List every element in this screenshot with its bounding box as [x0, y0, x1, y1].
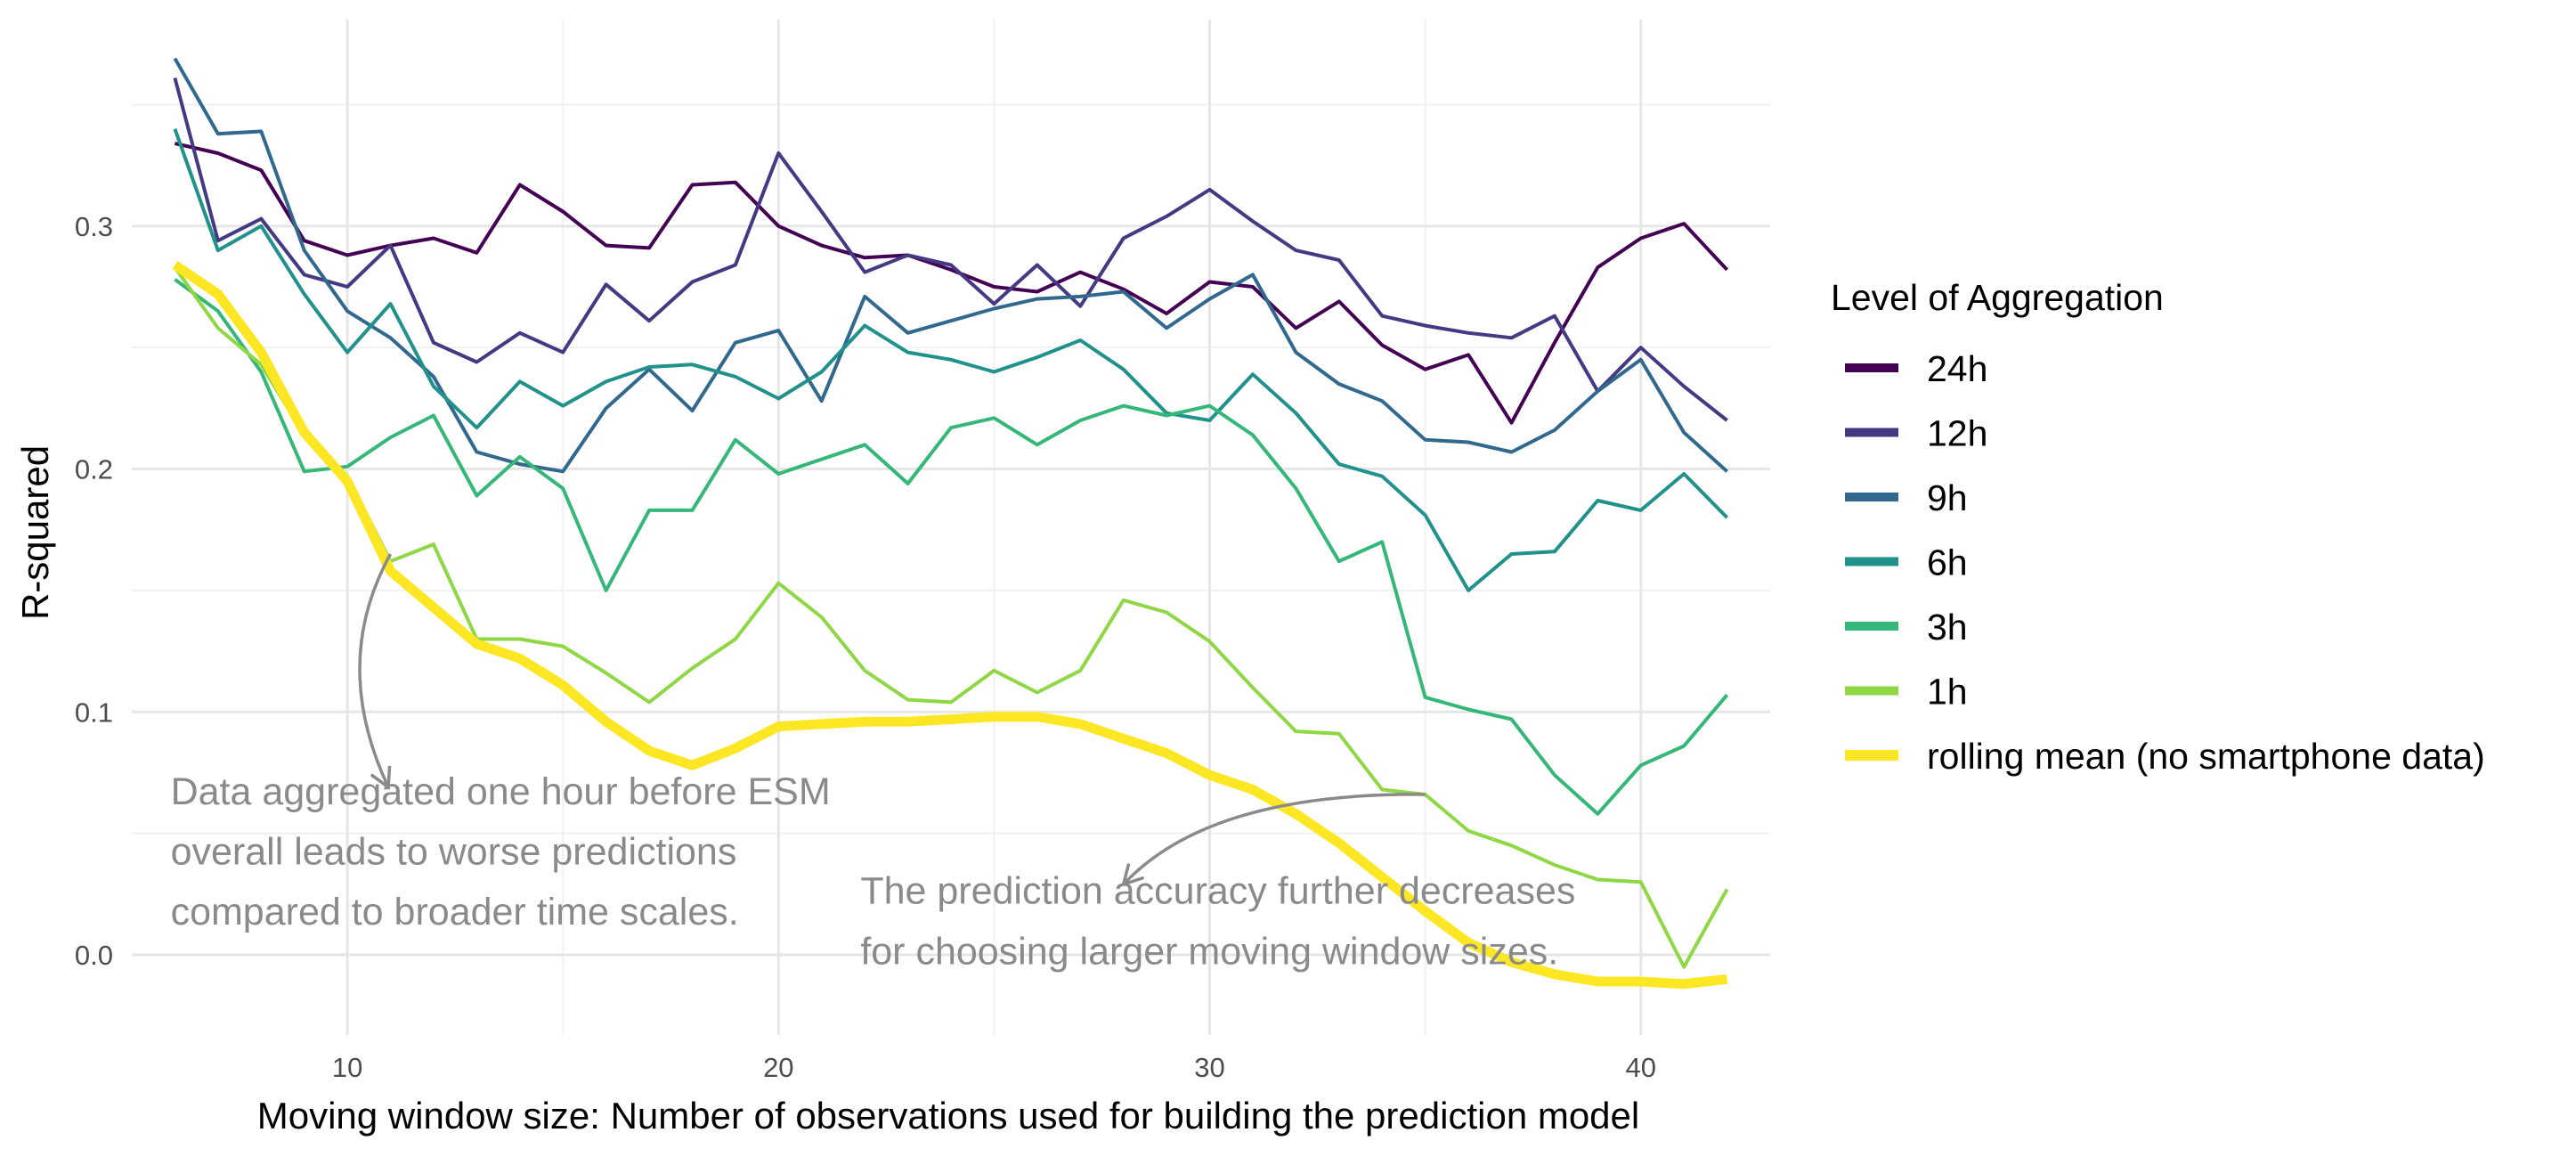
- x-tick-label: 20: [763, 1052, 793, 1083]
- series-line-3h: [174, 278, 1729, 816]
- legend: Level of Aggregation 24h 12h 9h 6h 3h 1h rolli…: [1831, 277, 2485, 777]
- annotation-arrow: [1122, 793, 1426, 886]
- y-axis-ticks: 0.0 0.1 0.2 0.3: [75, 211, 113, 971]
- series-line-rolling-mean-no-smartphone-data: [172, 260, 1728, 990]
- legend-label: 12h: [1927, 413, 1987, 454]
- series-line-9h: [173, 57, 1728, 474]
- legend-title: Level of Aggregation: [1831, 277, 2164, 318]
- y-axis-title: R-squared: [14, 445, 56, 620]
- grid-minor: [132, 20, 1770, 1035]
- annotation-layer: Data aggregated one hour before ESM overa…: [171, 553, 1575, 973]
- legend-label: 3h: [1927, 607, 1968, 648]
- series-line-6h: [173, 128, 1729, 592]
- x-tick-label: 40: [1625, 1052, 1655, 1083]
- grid-major: [132, 20, 1770, 1035]
- legend-label: 6h: [1927, 542, 1968, 583]
- annotation-arrow: [358, 553, 393, 788]
- annotation-text: Data aggregated one hour before ESM: [171, 770, 831, 813]
- y-tick-label: 0.2: [75, 454, 113, 485]
- legend-label: 9h: [1927, 477, 1968, 518]
- annotation-text: for choosing larger moving window sizes.: [860, 930, 1558, 973]
- annotation-arrowhead: [370, 765, 392, 791]
- x-tick-label: 10: [332, 1052, 362, 1083]
- legend-label: 1h: [1927, 672, 1968, 713]
- series-line-1h: [173, 266, 1729, 969]
- x-tick-label: 30: [1194, 1052, 1224, 1083]
- annotation-arrowhead: [1121, 863, 1145, 887]
- x-axis-title: Moving window size: Number of observatio…: [257, 1095, 1639, 1137]
- annotation-text: compared to broader time scales.: [171, 891, 739, 933]
- series-line-24h: [174, 142, 1729, 425]
- legend-label: 24h: [1927, 348, 1987, 389]
- y-tick-label: 0.0: [75, 940, 113, 971]
- annotation-text: overall leads to worse predictions: [171, 831, 737, 874]
- series-layer: [172, 57, 1729, 990]
- series-line-12h: [173, 77, 1728, 422]
- annotation-text: The prediction accuracy further decrease…: [860, 870, 1575, 913]
- y-tick-label: 0.3: [75, 211, 113, 242]
- y-tick-label: 0.1: [75, 697, 113, 728]
- legend-label: rolling mean (no smartphone data): [1927, 736, 2485, 777]
- x-axis-ticks: 10 20 30 40: [332, 1052, 1656, 1083]
- legend-items: 24h 12h 9h 6h 3h 1h rolling mean (no smartphon…: [1845, 348, 2485, 777]
